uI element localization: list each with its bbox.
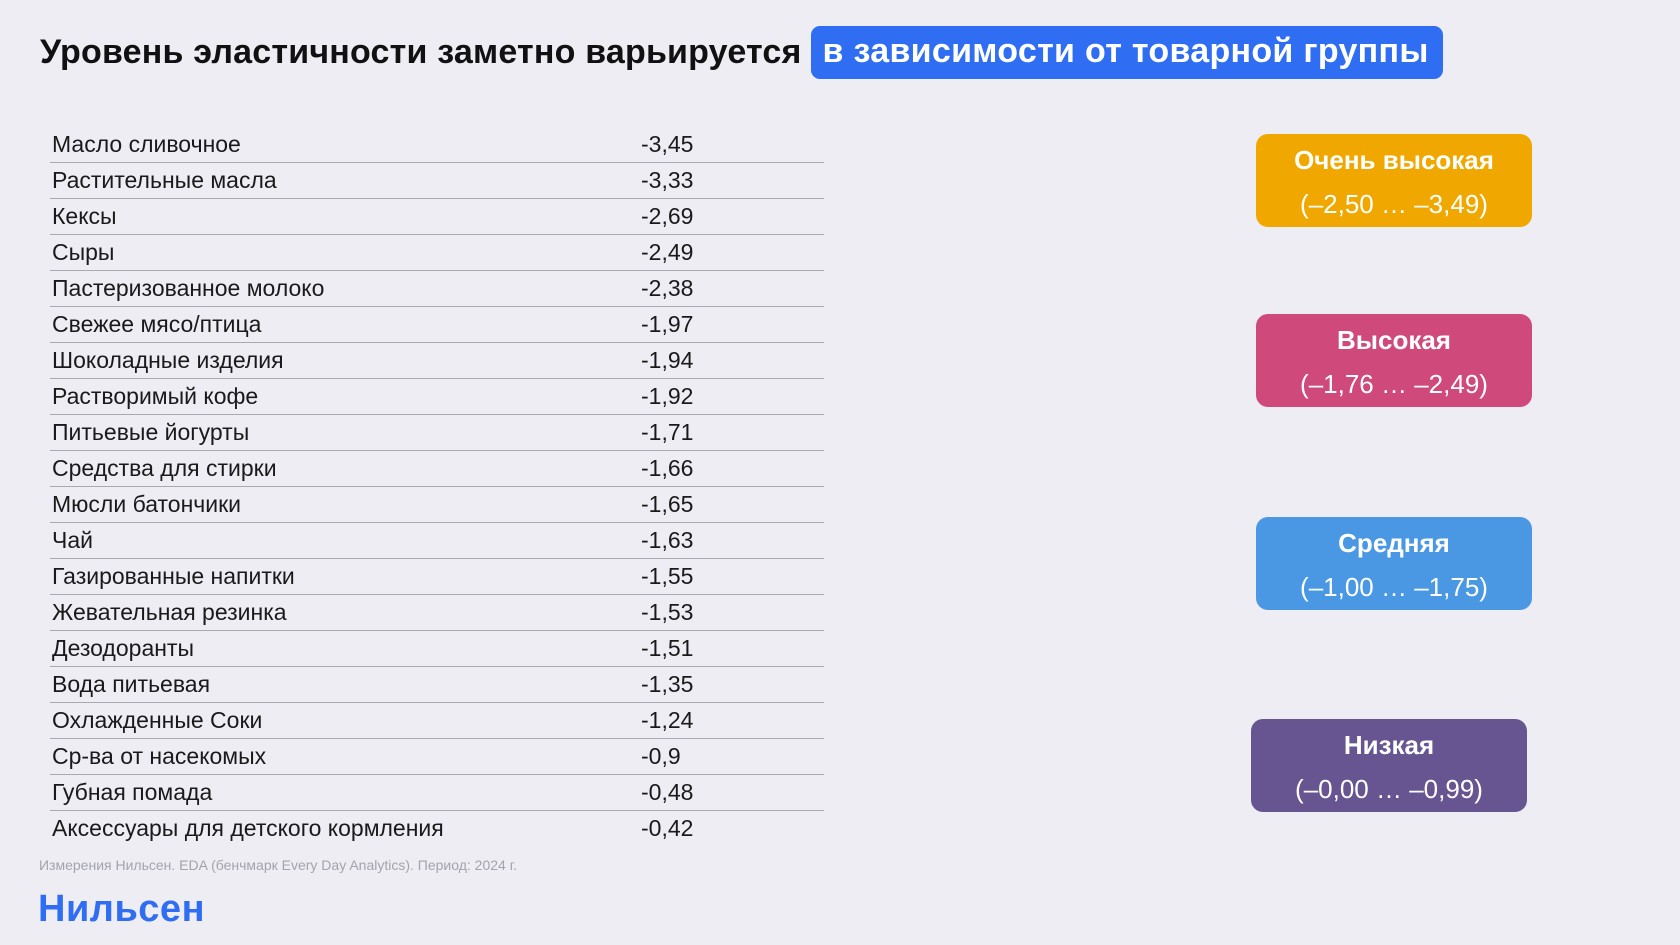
elasticity-value: -2,69 — [641, 203, 694, 229]
table-row: Жевательная резинка -1,53 — [50, 595, 824, 631]
title-main-text: Уровень эластичности заметно варьируется — [40, 33, 802, 71]
category-name: Питьевые йогурты — [52, 419, 250, 445]
category-name: Мюсли батончики — [52, 491, 242, 517]
table-row: Пастеризованное молоко -2,38 — [50, 271, 824, 307]
elasticity-value: -1,55 — [641, 563, 694, 589]
elasticity-value: -2,38 — [641, 275, 694, 301]
level-badge-title: Очень высокая — [1294, 145, 1494, 175]
category-name: Кексы — [52, 203, 117, 229]
elasticity-value: -1,65 — [641, 491, 694, 517]
level-badge-title: Высокая — [1337, 325, 1451, 355]
level-badge-high: Высокая (–1,76 … –2,49) — [1256, 314, 1532, 407]
table-row: Газированные напитки -1,55 — [50, 559, 824, 595]
category-name: Свежее мясо/птица — [52, 311, 262, 337]
table-row: Растворимый кофе -1,92 — [50, 379, 824, 415]
category-name: Средства для стирки — [52, 455, 277, 481]
category-name: Дезодоранты — [52, 635, 194, 661]
level-badge-range: (–1,76 … –2,49) — [1300, 369, 1488, 399]
category-name: Растительные масла — [52, 167, 277, 193]
table-row: Питьевые йогурты -1,71 — [50, 415, 824, 451]
table-row: Аксессуары для детского кормления -0,42 — [50, 811, 824, 846]
elasticity-value: -1,35 — [641, 671, 694, 697]
elasticity-value: -3,33 — [641, 167, 694, 193]
category-name: Жевательная резинка — [52, 599, 287, 625]
elasticity-value: -2,49 — [641, 239, 694, 265]
category-name: Растворимый кофе — [52, 383, 259, 409]
elasticity-value: -1,63 — [641, 527, 694, 553]
level-badge-range: (–0,00 … –0,99) — [1295, 774, 1483, 804]
category-name: Масло сливочное — [52, 131, 241, 157]
table-row: Средства для стирки -1,66 — [50, 451, 824, 487]
elasticity-value: -1,51 — [641, 635, 694, 661]
slide-title: Уровень эластичности заметно варьируется… — [40, 26, 1443, 79]
category-name: Шоколадные изделия — [52, 347, 284, 373]
elasticity-value: -1,71 — [641, 419, 694, 445]
source-footnote: Измерения Нильсен. EDA (бенчмарк Every D… — [39, 857, 517, 873]
level-badge-very-high: Очень высокая (–2,50 … –3,49) — [1256, 134, 1532, 227]
table-row: Растительные масла -3,33 — [50, 163, 824, 199]
table-row: Сыры -2,49 — [50, 235, 824, 271]
elasticity-value: -0,48 — [641, 779, 694, 805]
category-name: Пастеризованное молоко — [52, 275, 325, 301]
table-row: Дезодоранты -1,51 — [50, 631, 824, 667]
table-row: Ср-ва от насекомых -0,9 — [50, 739, 824, 775]
elasticity-value: -1,66 — [641, 455, 694, 481]
level-badge-title: Средняя — [1338, 528, 1450, 558]
table-row: Губная помада -0,48 — [50, 775, 824, 811]
elasticity-value: -1,53 — [641, 599, 694, 625]
level-badge-range: (–2,50 … –3,49) — [1300, 189, 1488, 219]
category-name: Ср-ва от насекомых — [52, 743, 267, 769]
table-row: Чай -1,63 — [50, 523, 824, 559]
nielsen-logo: Нильсен — [38, 888, 206, 930]
elasticity-table: Масло сливочное -3,45 Растительные масла -3… — [50, 127, 824, 846]
category-name: Сыры — [52, 239, 115, 265]
elasticity-value: -1,24 — [641, 707, 694, 733]
category-name: Губная помада — [52, 779, 213, 805]
table-row: Шоколадные изделия -1,94 — [50, 343, 824, 379]
elasticity-value: -0,42 — [641, 815, 694, 841]
level-badge-medium: Средняя (–1,00 … –1,75) — [1256, 517, 1532, 610]
category-name: Вода питьевая — [52, 671, 211, 697]
level-badge-title: Низкая — [1343, 730, 1435, 760]
elasticity-value: -1,92 — [641, 383, 694, 409]
elasticity-value: -3,45 — [641, 131, 694, 157]
category-name: Газированные напитки — [52, 563, 295, 589]
table-row: Охлажденные Соки -1,24 — [50, 703, 824, 739]
level-badge-range: (–1,00 … –1,75) — [1300, 572, 1488, 602]
table-row: Кексы -2,69 — [50, 199, 824, 235]
category-name: Охлажденные Соки — [52, 707, 263, 733]
title-highlight-text: в зависимости от товарной группы — [810, 26, 1443, 79]
elasticity-value: -1,97 — [641, 311, 694, 337]
elasticity-value: -0,9 — [641, 743, 681, 769]
category-name: Аксессуары для детского кормления — [52, 815, 444, 841]
elasticity-value: -1,94 — [641, 347, 694, 373]
table-row: Масло сливочное -3,45 — [50, 127, 824, 163]
table-row: Свежее мясо/птица -1,97 — [50, 307, 824, 343]
level-badge-low: Низкая (–0,00 … –0,99) — [1251, 719, 1527, 812]
category-name: Чай — [52, 527, 93, 553]
table-row: Вода питьевая -1,35 — [50, 667, 824, 703]
table-row: Мюсли батончики -1,65 — [50, 487, 824, 523]
